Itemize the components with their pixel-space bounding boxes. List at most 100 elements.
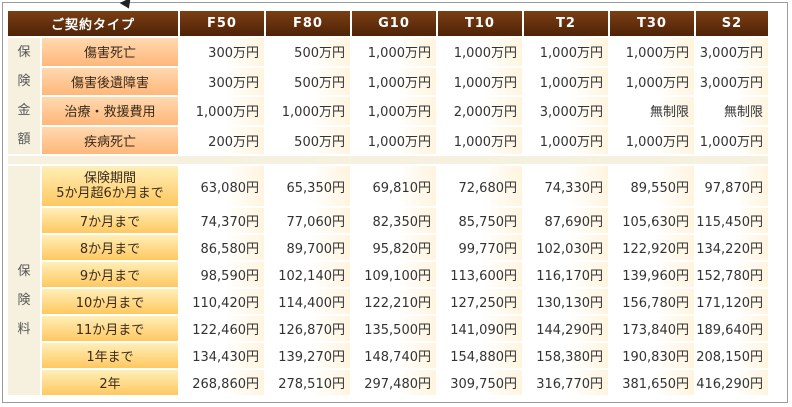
premium-value: 189,640円 (696, 316, 768, 341)
premium-value: 115,450円 (696, 208, 768, 233)
premium-value: 113,600円 (438, 262, 522, 287)
coverage-label: 治療・救援費用 (42, 97, 178, 125)
premium-value: 171,120円 (696, 289, 768, 314)
premium-label: 1年まで (42, 343, 178, 368)
coverage-value: 500万円 (266, 126, 350, 154)
premium-label: 8か月まで (42, 235, 178, 260)
premium-row: 7か月まで 74,370円 77,060円 82,350円 85,750円 87,690円… (8, 208, 768, 233)
coverage-value: 1,000万円 (352, 38, 436, 66)
premium-period-title: 保険期間 (83, 171, 136, 186)
premium-value: 173,840円 (610, 316, 694, 341)
group-label-char: 料 (17, 322, 31, 337)
plan-header-f50: F50 (180, 11, 264, 36)
coverage-value: 1,000万円 (610, 67, 694, 95)
coverage-value: 3,000万円 (524, 97, 608, 125)
header-row: ご契約タイプ F50 F80 G10 T10 T2 T30 S2 (8, 11, 768, 36)
premium-period-label: 保険期間 5か月超6か月まで (42, 166, 178, 206)
coverage-value: 500万円 (266, 67, 350, 95)
coverage-value: 1,000万円 (352, 97, 436, 125)
premium-value: 126,870円 (266, 316, 350, 341)
coverage-value: 1,000万円 (696, 126, 768, 154)
premium-row: 1年まで 134,430円 139,270円 148,740円 154,880円 158,… (8, 343, 768, 368)
separator-cell (8, 156, 768, 164)
coverage-value: 1,000万円 (524, 126, 608, 154)
premium-value: 105,630円 (610, 208, 694, 233)
premium-value: 297,480円 (352, 370, 436, 395)
plan-header-g10: G10 (352, 11, 436, 36)
premium-value: 148,740円 (352, 343, 436, 368)
premium-label: 2年 (42, 370, 178, 395)
premium-value: 65,350円 (266, 166, 350, 206)
premium-value: 63,080円 (180, 166, 264, 206)
coverage-value: 500万円 (266, 38, 350, 66)
premium-value: 158,380円 (524, 343, 608, 368)
coverage-value: 無制限 (696, 97, 768, 125)
premium-value: 89,700円 (266, 235, 350, 260)
premium-value: 268,860円 (180, 370, 264, 395)
premium-row: 2年 268,860円 278,510円 297,480円 309,750円 316,77… (8, 370, 768, 395)
premium-value: 416,290円 (696, 370, 768, 395)
contract-type-header: ご契約タイプ (8, 11, 178, 36)
premium-value: 116,170円 (524, 262, 608, 287)
premium-value: 130,130円 (524, 289, 608, 314)
coverage-value: 200万円 (180, 126, 264, 154)
premium-value: 381,650円 (610, 370, 694, 395)
premium-value: 154,880円 (438, 343, 522, 368)
group-label-char: 金 (17, 103, 31, 118)
premium-value: 139,270円 (266, 343, 350, 368)
premium-value: 99,770円 (438, 235, 522, 260)
plan-header-t10: T10 (438, 11, 522, 36)
premium-value: 127,250円 (438, 289, 522, 314)
premium-label: 9か月まで (42, 262, 178, 287)
coverage-value: 1,000万円 (352, 126, 436, 154)
premium-row: 8か月まで 86,580円 89,700円 95,820円 99,770円 102,030… (8, 235, 768, 260)
section-separator (8, 156, 768, 164)
group-label-coverage: 保険金額 (8, 38, 40, 154)
premium-value: 114,400円 (266, 289, 350, 314)
premium-value: 156,780円 (610, 289, 694, 314)
plan-header-t2: T2 (524, 11, 608, 36)
coverage-value: 300万円 (180, 67, 264, 95)
premium-value: 152,780円 (696, 262, 768, 287)
premium-value: 87,690円 (524, 208, 608, 233)
premium-label: 7か月まで (42, 208, 178, 233)
insurance-plan-table: ご契約タイプ F50 F80 G10 T10 T2 T30 S2 保険金額傷害死… (6, 9, 770, 397)
premium-value: 74,330円 (524, 166, 608, 206)
premium-value: 122,920円 (610, 235, 694, 260)
premium-value: 86,580円 (180, 235, 264, 260)
coverage-label: 傷害死亡 (42, 38, 178, 66)
coverage-value: 3,000万円 (696, 67, 768, 95)
group-label-premium: 保険料 (8, 166, 40, 395)
premium-value: 102,140円 (266, 262, 350, 287)
coverage-value: 3,000万円 (696, 38, 768, 66)
group-label-char: 険 (17, 74, 31, 89)
premium-value: 95,820円 (352, 235, 436, 260)
coverage-row: 傷害後遺障害 300万円 500万円 1,000万円 1,000万円 1,000万円 1,0… (8, 67, 768, 95)
coverage-value: 300万円 (180, 38, 264, 66)
premium-value: 278,510円 (266, 370, 350, 395)
coverage-value: 1,000万円 (524, 67, 608, 95)
premium-row: 9か月まで 98,590円 102,140円 109,100円 113,600円 116,… (8, 262, 768, 287)
premium-label: 10か月まで (42, 289, 178, 314)
coverage-value: 1,000万円 (610, 126, 694, 154)
premium-value: 139,960円 (610, 262, 694, 287)
premium-label: 11か月まで (42, 316, 178, 341)
premium-value: 69,810円 (352, 166, 436, 206)
plan-header-t30: T30 (610, 11, 694, 36)
group-label-char: 保 (17, 45, 31, 60)
premium-row: 保険料保険期間 5か月超6か月まで 63,080円 65,350円 69,810円 72,… (8, 166, 768, 395)
premium-row: 11か月まで 122,460円 126,870円 135,500円 141,090円 14… (8, 316, 768, 341)
coverage-label: 傷害後遺障害 (42, 67, 178, 95)
coverage-value: 1,000万円 (610, 38, 694, 66)
premium-value: 316,770円 (524, 370, 608, 395)
premium-value: 208,150円 (696, 343, 768, 368)
coverage-value: 1,000万円 (438, 38, 522, 66)
coverage-value: 1,000万円 (524, 38, 608, 66)
coverage-row: 治療・救援費用 1,000万円 1,000万円 1,000万円 2,000万円 3,000… (8, 97, 768, 125)
premium-value: 309,750円 (438, 370, 522, 395)
premium-value: 77,060円 (266, 208, 350, 233)
plan-header-f80: F80 (266, 11, 350, 36)
group-label-char: 険 (17, 293, 31, 308)
premium-value: 135,500円 (352, 316, 436, 341)
plan-header-s2: S2 (696, 11, 768, 36)
